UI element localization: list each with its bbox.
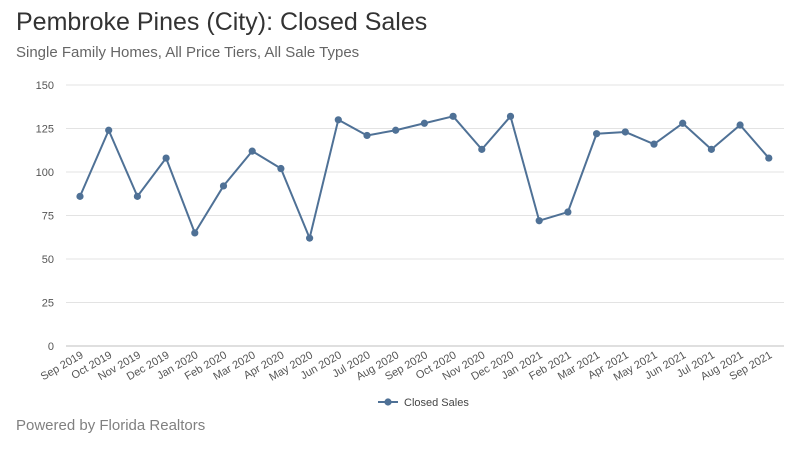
footer-credit: Powered by Florida Realtors	[16, 417, 206, 434]
data-point[interactable]	[363, 131, 371, 140]
legend-marker-icon	[384, 398, 392, 406]
data-point[interactable]	[133, 192, 141, 200]
data-point[interactable]	[765, 154, 773, 162]
data-point[interactable]	[306, 234, 314, 242]
y-tick-label: 0	[48, 341, 54, 353]
series-line	[79, 115, 770, 240]
chart-subtitle: Single Family Homes, All Price Tiers, Al…	[16, 44, 360, 61]
legend[interactable]: Closed Sales	[378, 397, 469, 409]
y-axis-ticks: 0 25 50 75 100 125 150	[36, 80, 54, 353]
data-point[interactable]	[593, 130, 601, 138]
data-point[interactable]	[334, 116, 342, 124]
series-closed-sales	[76, 112, 773, 242]
chart-title: Pembroke Pines (City): Closed Sales	[16, 8, 428, 36]
data-point[interactable]	[449, 112, 457, 120]
data-point[interactable]	[535, 217, 543, 225]
data-point[interactable]	[76, 192, 84, 200]
data-point[interactable]	[248, 147, 256, 155]
y-tick-label: 150	[36, 80, 54, 92]
y-tick-label: 100	[36, 167, 54, 179]
data-point[interactable]	[506, 112, 515, 120]
legend-label[interactable]: Closed Sales	[404, 397, 469, 409]
data-point[interactable]	[219, 182, 228, 190]
data-point[interactable]	[736, 121, 744, 129]
data-point[interactable]	[191, 229, 199, 237]
data-point[interactable]	[162, 154, 170, 162]
data-point[interactable]	[707, 145, 716, 153]
data-point[interactable]	[564, 208, 572, 216]
data-point[interactable]	[105, 126, 113, 134]
y-tick-label: 25	[42, 298, 54, 310]
y-tick-label: 125	[36, 124, 54, 136]
data-point[interactable]	[478, 145, 486, 153]
data-point[interactable]	[621, 128, 629, 136]
data-point[interactable]	[392, 126, 400, 134]
y-tick-label: 50	[42, 254, 54, 266]
data-point[interactable]	[679, 119, 687, 127]
grid-lines	[66, 84, 784, 347]
data-point[interactable]	[420, 119, 428, 127]
data-point[interactable]	[277, 164, 285, 173]
data-point[interactable]	[650, 140, 658, 148]
y-tick-label: 75	[42, 211, 54, 223]
